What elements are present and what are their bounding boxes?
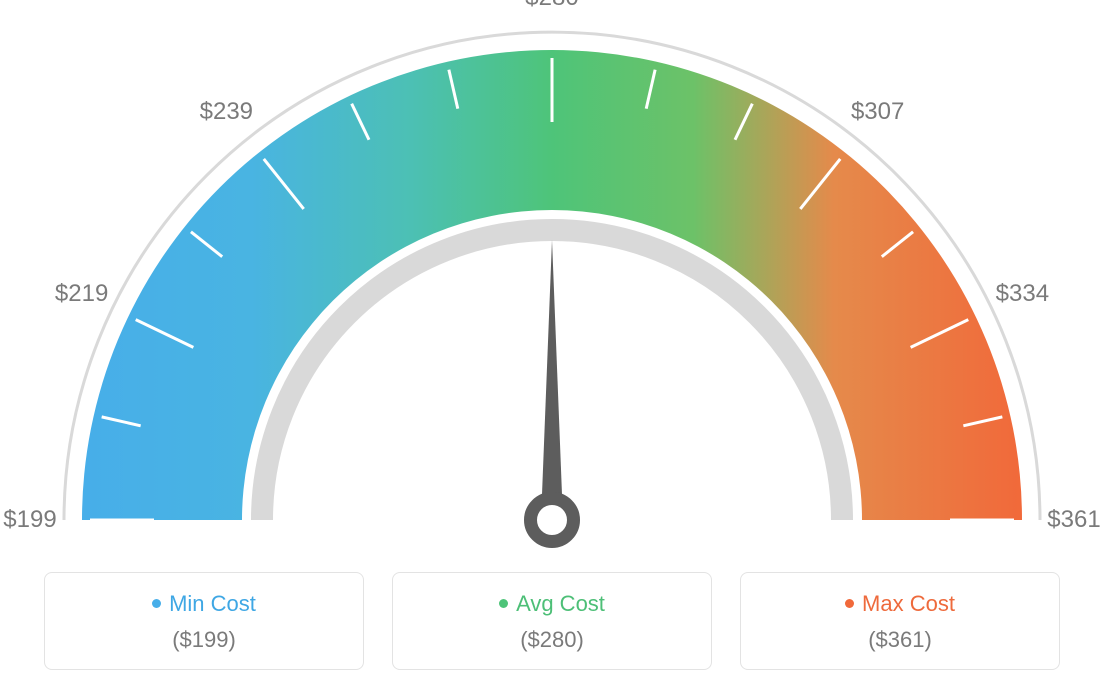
legend-title-text: Max Cost xyxy=(862,591,955,616)
legend-value-avg: ($280) xyxy=(403,627,701,653)
gauge-area: $199 $219 $239 $280 $307 $334 $361 xyxy=(0,0,1104,560)
legend-value-min: ($199) xyxy=(55,627,353,653)
dot-icon xyxy=(152,599,161,608)
legend-title-text: Avg Cost xyxy=(516,591,605,616)
legend-row: Min Cost ($199) Avg Cost ($280) Max Cost… xyxy=(0,572,1104,670)
cost-gauge-widget: $199 $219 $239 $280 $307 $334 $361 Min Cost ($… xyxy=(0,0,1104,690)
legend-title-min: Min Cost xyxy=(55,591,353,617)
legend-value-max: ($361) xyxy=(751,627,1049,653)
gauge-tick-label: $361 xyxy=(1047,506,1100,534)
gauge-tick-label: $280 xyxy=(525,0,578,12)
gauge-tick-label: $334 xyxy=(996,280,1049,308)
gauge-tick-label: $239 xyxy=(200,98,253,126)
gauge-svg xyxy=(0,0,1104,560)
legend-title-avg: Avg Cost xyxy=(403,591,701,617)
legend-card-max: Max Cost ($361) xyxy=(740,572,1060,670)
legend-card-min: Min Cost ($199) xyxy=(44,572,364,670)
gauge-tick-label: $199 xyxy=(3,506,56,534)
legend-title-text: Min Cost xyxy=(169,591,256,616)
legend-card-avg: Avg Cost ($280) xyxy=(392,572,712,670)
gauge-tick-label: $219 xyxy=(55,280,108,308)
legend-title-max: Max Cost xyxy=(751,591,1049,617)
dot-icon xyxy=(499,599,508,608)
dot-icon xyxy=(845,599,854,608)
gauge-tick-label: $307 xyxy=(851,98,904,126)
